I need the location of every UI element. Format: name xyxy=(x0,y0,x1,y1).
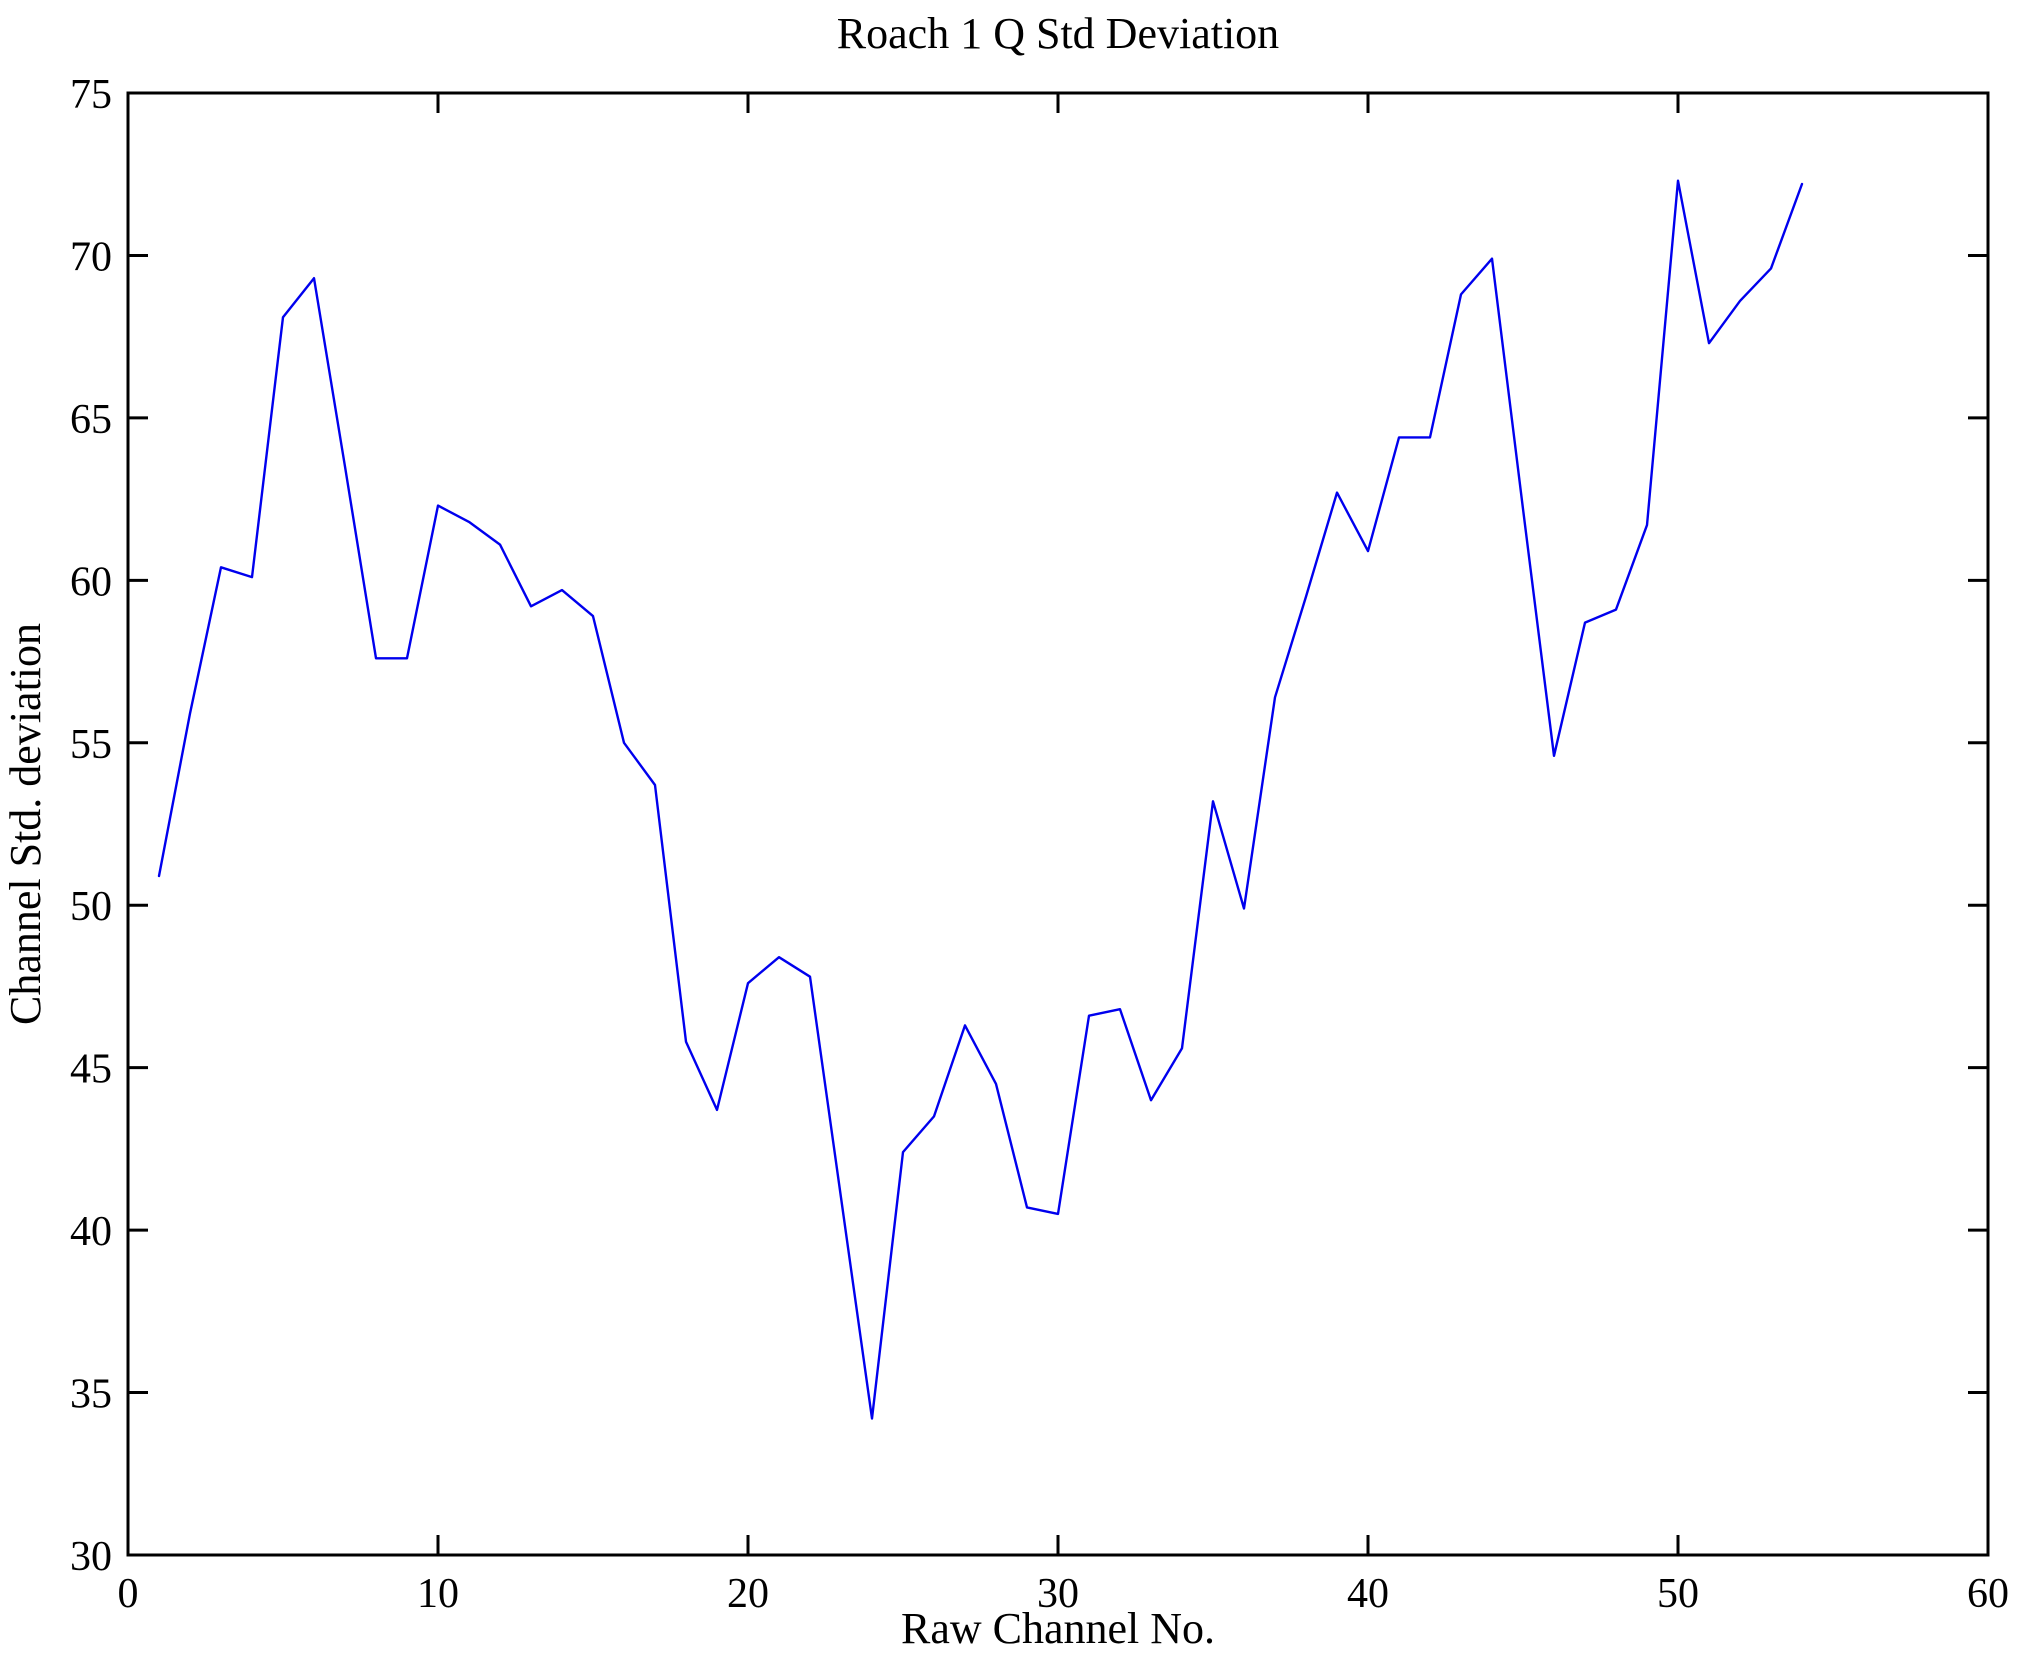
y-tick-label: 55 xyxy=(70,722,112,768)
x-tick-label: 0 xyxy=(118,1571,139,1617)
axis-tick-labels: 0 10 20 30 40 50 60 30 35 40 45 50 55 60 65 70 75 xyxy=(70,72,2009,1617)
x-tick-label: 50 xyxy=(1657,1571,1699,1617)
y-tick-label: 50 xyxy=(70,884,112,930)
y-tick-label: 45 xyxy=(70,1047,112,1093)
y-tick-label: 65 xyxy=(70,397,112,443)
data-series-line xyxy=(157,179,1804,1420)
x-tick-label: 30 xyxy=(1037,1571,1079,1617)
plot-frame xyxy=(126,91,1990,1557)
x-tick-label: 60 xyxy=(1967,1571,2009,1617)
y-tick-label: 70 xyxy=(70,234,112,280)
y-tick-label: 30 xyxy=(70,1534,112,1580)
x-tick-label: 10 xyxy=(417,1571,459,1617)
y-tick-label: 60 xyxy=(70,559,112,605)
axis-ticks xyxy=(126,91,1990,1557)
chart-title: Roach 1 Q Std Deviation xyxy=(837,9,1279,58)
y-tick-label: 40 xyxy=(70,1209,112,1255)
x-axis-label: Raw Channel No. xyxy=(901,1604,1215,1653)
x-tick-label: 20 xyxy=(727,1571,769,1617)
y-tick-label: 75 xyxy=(70,72,112,118)
x-tick-label: 40 xyxy=(1347,1571,1389,1617)
y-tick-label: 35 xyxy=(70,1372,112,1418)
y-axis-label: Channel Std. deviation xyxy=(1,623,50,1025)
